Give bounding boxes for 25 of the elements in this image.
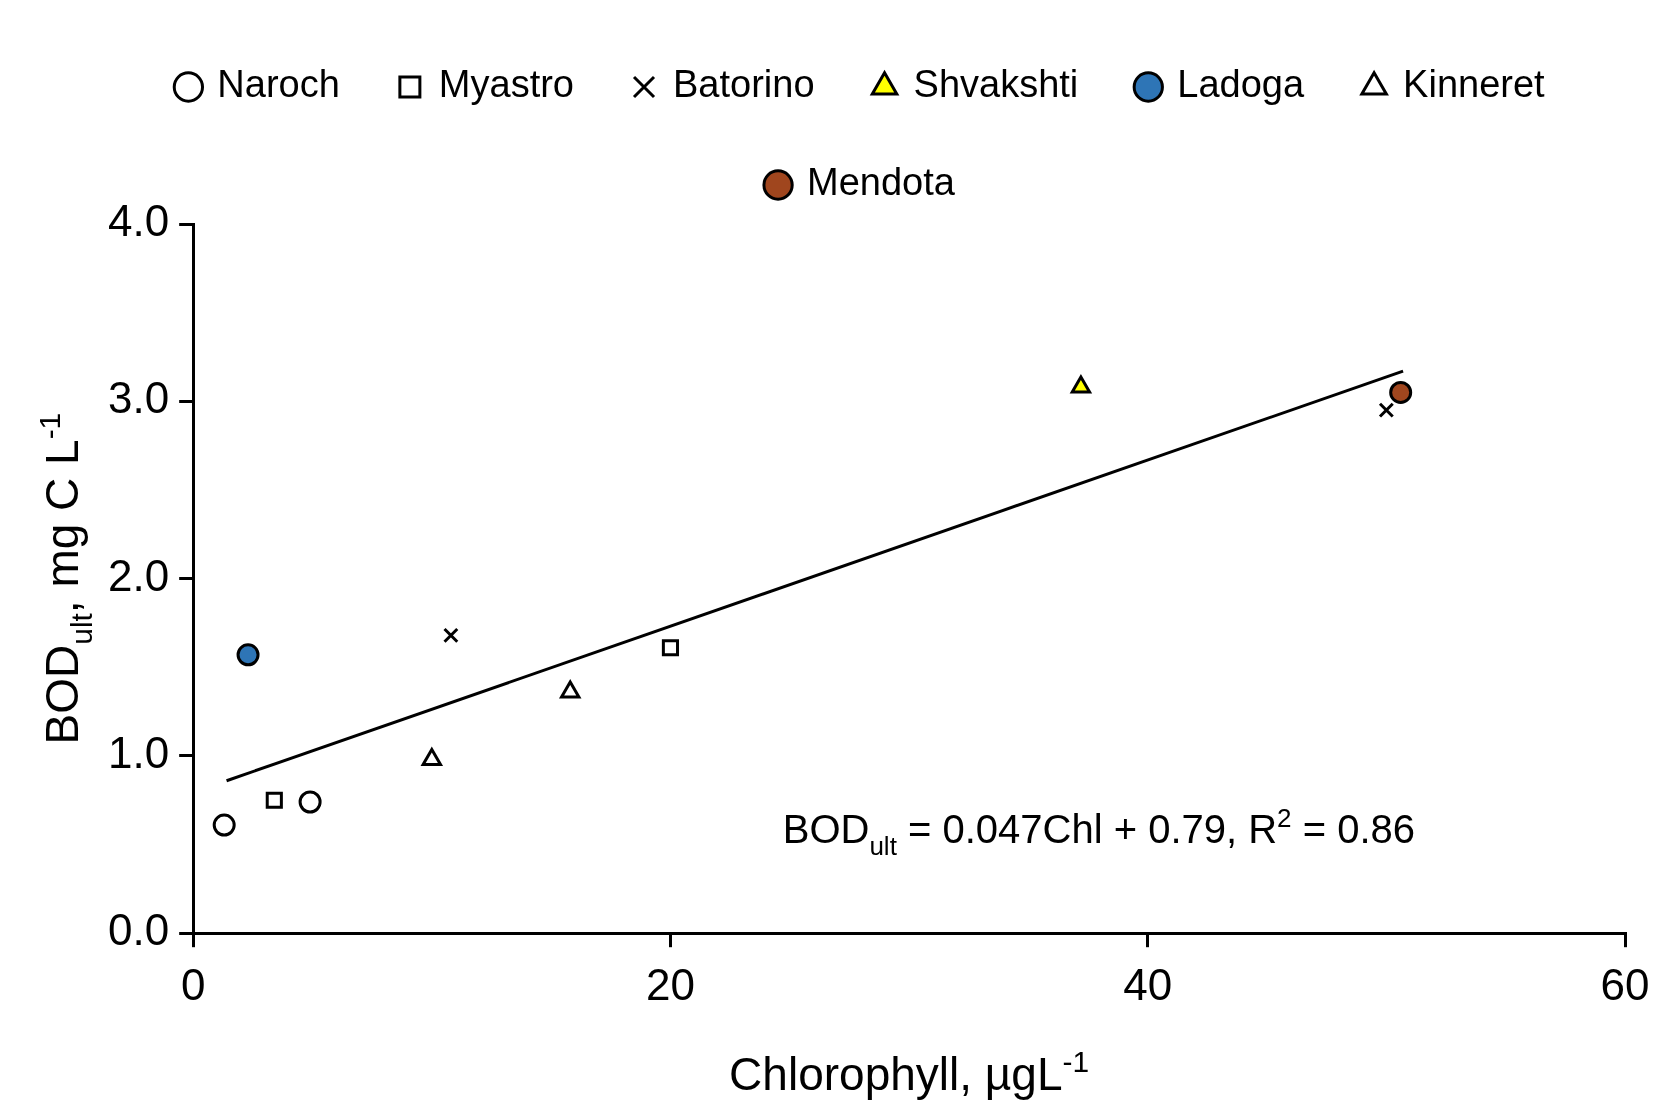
point	[443, 627, 459, 644]
point	[298, 790, 322, 814]
y-tick-label: 3.0	[107, 373, 170, 423]
point	[1378, 402, 1395, 419]
y-tick-label: 0.0	[107, 905, 170, 955]
point	[212, 813, 236, 837]
legend-label: Shvakshti	[913, 63, 1079, 106]
point	[265, 791, 283, 809]
point	[236, 643, 260, 667]
y-axis-title: BODult, mg C L-1	[32, 412, 98, 745]
legend-label: Naroch	[217, 63, 340, 106]
x-tick-label: 40	[1123, 959, 1173, 1009]
legend-label: Ladoga	[1177, 63, 1305, 106]
point	[1389, 380, 1413, 404]
y-tick-label: 1.0	[107, 728, 170, 778]
legend-label: Batorino	[673, 63, 815, 106]
legend-label: Kinneret	[1403, 63, 1546, 106]
legend-label: Myastro	[438, 63, 575, 106]
x-tick-label: 0	[180, 959, 206, 1009]
legend-label: Mendota	[807, 161, 956, 204]
y-tick-label: 2.0	[107, 550, 170, 600]
point	[661, 639, 680, 657]
x-tick-label: 20	[645, 959, 695, 1009]
y-tick-label: 4.0	[107, 196, 170, 246]
x-tick-label: 60	[1600, 959, 1650, 1009]
